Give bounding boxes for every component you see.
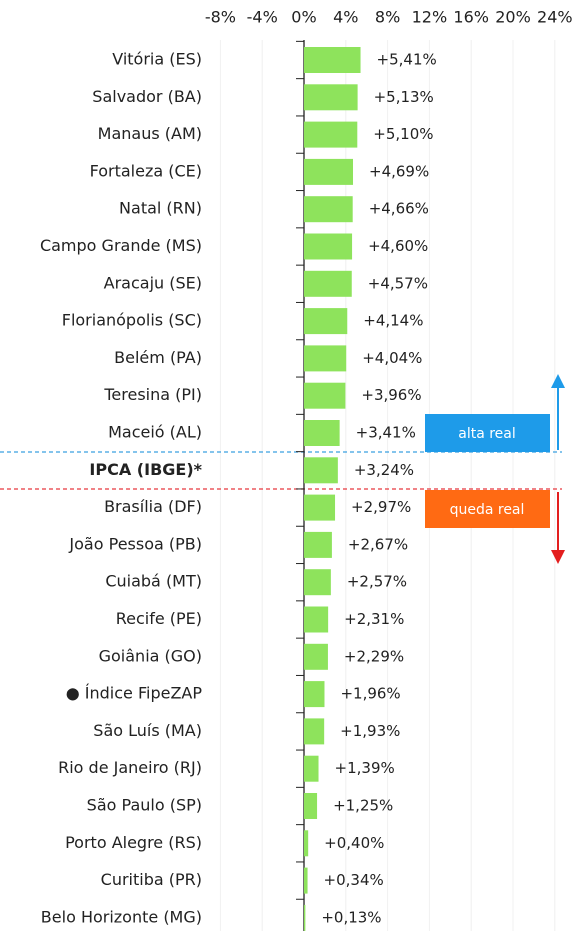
- annotation: alta real: [458, 426, 516, 442]
- bar: [304, 830, 309, 857]
- bar: [304, 681, 325, 708]
- x-tick-label: -4%: [247, 8, 278, 27]
- value-label: +4,60%: [368, 237, 428, 255]
- bar: [304, 196, 353, 223]
- down-arrow-head: [551, 550, 565, 564]
- y-tick-label: Recife (PE): [116, 609, 202, 628]
- y-tick-label: Campo Grande (MS): [40, 236, 202, 255]
- y-tick-label: São Luís (MA): [93, 721, 202, 740]
- y-tick-label: Rio de Janeiro (RJ): [58, 758, 202, 777]
- y-tick-label: Natal (RN): [119, 199, 202, 218]
- bar: [304, 308, 348, 335]
- value-label: +3,41%: [356, 424, 416, 442]
- y-tick-label: Vitória (ES): [112, 50, 202, 69]
- value-label: +3,96%: [361, 386, 421, 404]
- y-tick-label: Manaus (AM): [98, 124, 202, 143]
- value-label: +1,93%: [340, 722, 400, 740]
- alta-box: [425, 414, 550, 452]
- value-label: +4,04%: [362, 349, 422, 367]
- bar: [304, 569, 331, 596]
- y-tick-label: ● Índice FipeZAP: [66, 684, 203, 703]
- x-tick-label: 24%: [537, 8, 573, 27]
- value-label: +0,40%: [324, 834, 384, 852]
- annotation: queda real: [450, 502, 525, 518]
- y-tick-label: Salvador (BA): [92, 87, 202, 106]
- bar: [304, 233, 353, 260]
- value-label: +5,13%: [374, 88, 434, 106]
- value-label: +4,14%: [363, 312, 423, 330]
- value-label: +0,34%: [324, 871, 384, 889]
- bar: [304, 606, 329, 633]
- bar: [304, 345, 347, 372]
- up-arrow-head: [551, 374, 565, 388]
- value-label: +2,97%: [351, 498, 411, 516]
- y-tick-label: Belém (PA): [114, 348, 202, 367]
- value-label: +3,24%: [354, 461, 414, 479]
- x-tick-label: 0%: [291, 8, 316, 27]
- y-tick-label: Aracaju (SE): [104, 273, 202, 292]
- value-label: +1,25%: [333, 797, 393, 815]
- y-tick-label: Maceió (AL): [108, 423, 202, 442]
- queda-box: [425, 490, 550, 528]
- y-tick-label: IPCA (IBGE)*: [89, 460, 202, 479]
- value-label: +4,66%: [369, 200, 429, 218]
- bar: [304, 47, 361, 73]
- value-label: +4,57%: [368, 274, 428, 292]
- bar: [304, 793, 318, 819]
- x-tick-label: -8%: [205, 8, 236, 27]
- y-tick-label: Porto Alegre (RS): [65, 833, 202, 852]
- bar: [304, 904, 306, 931]
- bar: [304, 755, 319, 782]
- y-tick-label: Teresina (PI): [103, 385, 202, 404]
- y-tick-label: Goiânia (GO): [99, 646, 202, 665]
- y-tick-label: Fortaleza (CE): [90, 161, 202, 180]
- y-tick-label: Cuiabá (MT): [105, 572, 202, 591]
- bar: [304, 718, 325, 745]
- bar: [304, 494, 336, 521]
- value-label: +1,96%: [340, 685, 400, 703]
- x-tick-label: 12%: [412, 8, 448, 27]
- y-tick-label: João Pessoa (PB): [68, 534, 202, 553]
- bar: [304, 457, 338, 484]
- bar: [304, 420, 340, 446]
- x-tick-label: 20%: [495, 8, 531, 27]
- bar: [304, 643, 328, 670]
- value-label: +5,10%: [373, 125, 433, 143]
- value-label: +5,41%: [377, 51, 437, 69]
- value-label: +2,29%: [344, 647, 404, 665]
- value-label: +2,57%: [347, 573, 407, 591]
- bar: [304, 531, 332, 558]
- value-label: +2,67%: [348, 535, 408, 553]
- bar: [304, 867, 308, 894]
- value-label: +1,39%: [335, 759, 395, 777]
- y-tick-label: Curitiba (PR): [101, 870, 202, 889]
- x-tick-label: 8%: [375, 8, 400, 27]
- y-tick-label: Florianópolis (SC): [62, 311, 202, 330]
- value-label: +4,69%: [369, 162, 429, 180]
- x-tick-label: 16%: [453, 8, 489, 27]
- bar: [304, 84, 358, 111]
- bar: [304, 270, 352, 297]
- y-tick-label: Brasília (DF): [104, 497, 202, 516]
- value-label: +0,13%: [321, 908, 381, 926]
- y-tick-label: São Paulo (SP): [87, 796, 202, 815]
- y-tick-label: Belo Horizonte (MG): [41, 907, 202, 926]
- x-tick-label: 4%: [333, 8, 358, 27]
- value-label: +2,31%: [344, 610, 404, 628]
- bar: [304, 121, 358, 148]
- bar: [304, 382, 346, 409]
- bar: [304, 158, 354, 185]
